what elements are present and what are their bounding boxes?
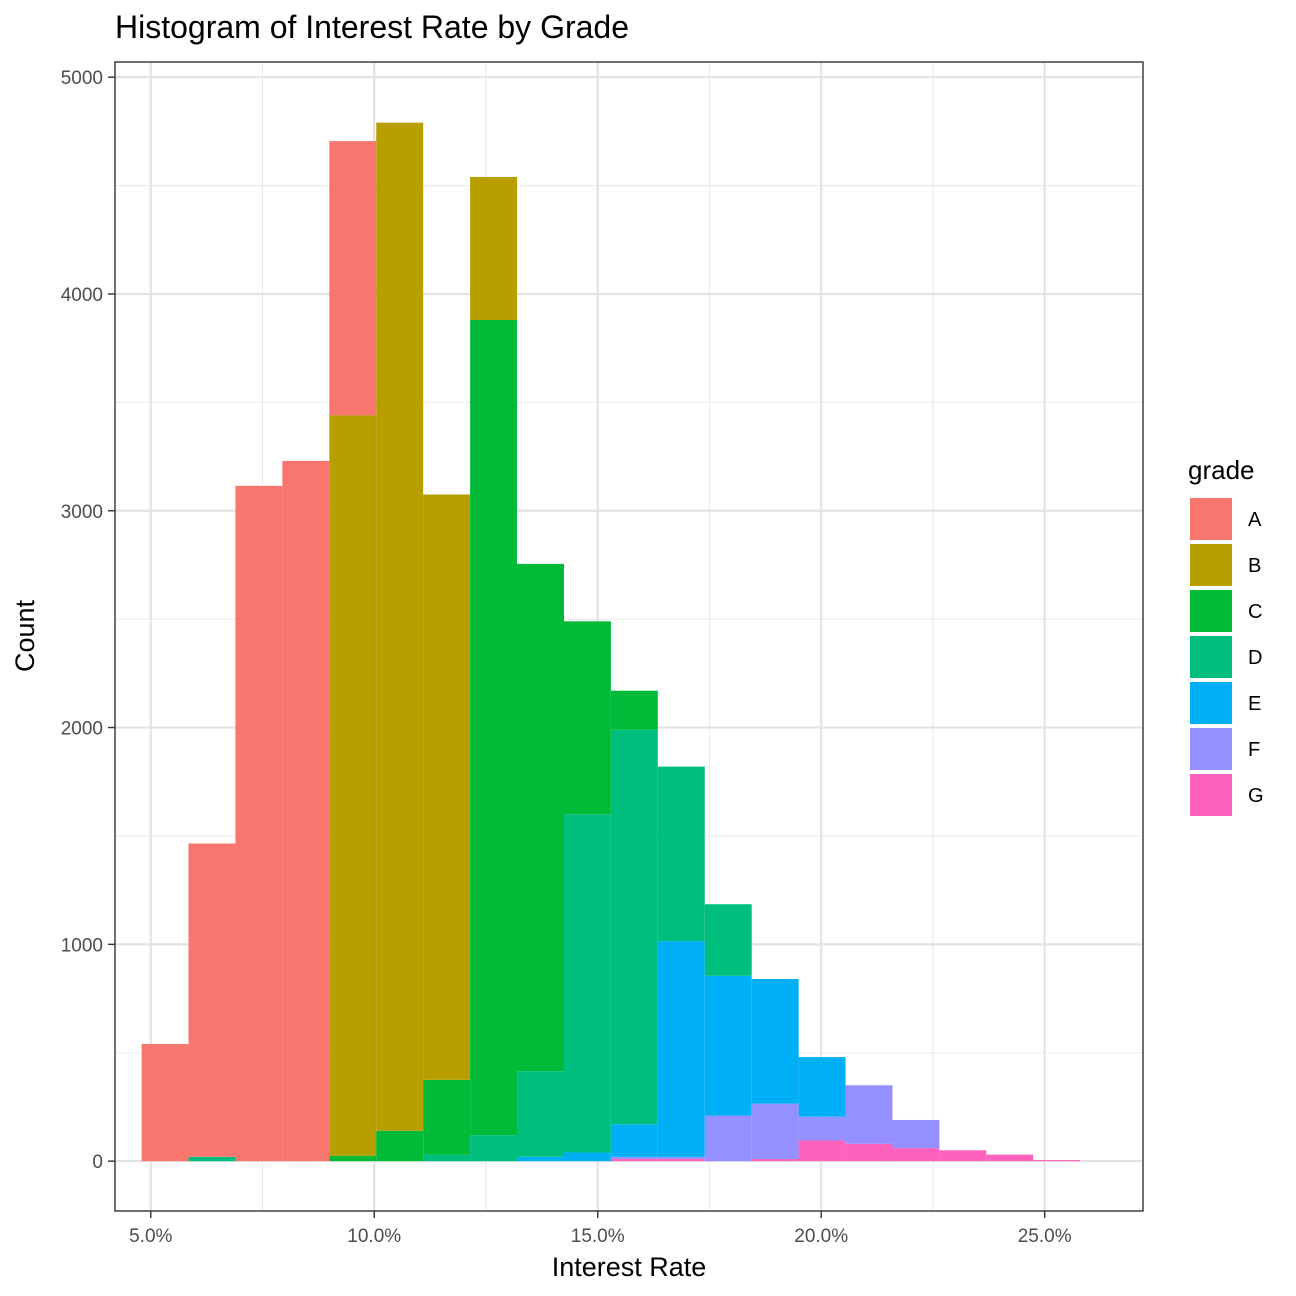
bar-grade-e-bin-10 [610,1124,658,1157]
bar-grade-a-bin-1 [188,843,236,1157]
bar-grade-g-bin-17 [939,1150,987,1162]
legend-label-d: D [1248,647,1262,669]
bar-grade-d-bin-10 [610,729,658,1125]
bar-grade-c-bin-10 [610,690,658,730]
x-tick-label: 10.0% [347,1226,401,1247]
bar-grade-g-bin-14 [798,1140,846,1162]
x-tick-label: 15.0% [571,1226,625,1247]
bar-grade-e-bin-14 [798,1057,846,1117]
bar-grade-e-bin-8 [517,1156,564,1162]
bar-grade-f-bin-12 [704,1115,752,1162]
y-tick-label: 0 [92,1152,103,1173]
bar-grade-f-bin-10 [610,1156,658,1159]
bar-grade-e-bin-11 [657,941,705,1157]
bar-grade-g-bin-18 [986,1154,1034,1162]
bar-grade-c-bin-6 [423,1079,471,1155]
legend-title: grade [1188,455,1255,485]
bar-grade-d-bin-6 [423,1154,471,1162]
bar-grade-b-bin-6 [423,494,471,1080]
legend-label-b: B [1248,555,1261,577]
legend-key-d [1190,636,1232,678]
legend: grade A B C D E F G [1188,455,1264,816]
bar-grade-c-bin-8 [517,563,564,1072]
x-tick-label: 5.0% [129,1226,172,1247]
bar-grade-g-bin-16 [892,1148,940,1162]
bar-grade-g-bin-15 [845,1143,893,1162]
legend-label-f: F [1248,739,1260,761]
bar-grade-e-bin-13 [751,979,799,1104]
bar-grade-g-bin-11 [657,1158,705,1162]
bar-grade-a-bin-2 [235,485,283,1162]
legend-label-g: G [1248,785,1264,807]
legend-key-g [1190,774,1232,816]
y-tick-label: 1000 [61,935,103,956]
legend-label-c: C [1248,601,1262,623]
bar-grade-e-bin-12 [704,975,752,1116]
bar-grade-c-bin-9 [563,621,611,815]
bar-grade-d-bin-8 [517,1071,564,1157]
panel-border [114,61,1144,1212]
bar-grade-f-bin-11 [657,1156,705,1159]
bar-grade-a-bin-4 [329,141,377,416]
y-tick-label: 5000 [61,68,103,89]
bar-grade-a-bin-3 [282,460,330,1162]
legend-key-f [1190,728,1232,770]
bar-grade-f-bin-16 [892,1119,940,1149]
bar-grade-e-bin-9 [563,1152,611,1162]
histogram-bars [141,122,1081,1162]
x-tick-label: 20.0% [794,1226,848,1247]
y-axis-title: Count [10,599,40,672]
legend-key-b [1190,544,1232,586]
bar-grade-b-bin-5 [376,122,424,1131]
legend-key-e [1190,682,1232,724]
bar-grade-f-bin-15 [845,1085,893,1144]
bar-grade-d-bin-7 [470,1135,518,1162]
bar-grade-a-bin-0 [141,1044,189,1162]
y-tick-label: 2000 [61,719,103,740]
bar-grade-d-bin-9 [563,814,611,1153]
bar-grade-c-bin-7 [470,319,518,1136]
bar-grade-g-bin-10 [610,1158,658,1162]
x-axis-ticks: 5.0% 10.0% 15.0% 20.0% 25.0% [129,1211,1072,1247]
x-axis-title: Interest Rate [552,1252,707,1282]
bar-grade-d-bin-12 [704,904,752,976]
x-tick-label: 25.0% [1018,1226,1072,1247]
chart-title: Histogram of Interest Rate by Grade [115,9,629,45]
bar-grade-d-bin-11 [657,766,705,942]
y-axis-ticks: 0 1000 2000 3000 4000 5000 [61,68,115,1173]
legend-key-a [1190,498,1232,540]
legend-label-a: A [1248,509,1262,531]
bar-grade-c-bin-4 [329,1155,377,1162]
y-tick-label: 4000 [61,285,103,306]
legend-label-e: E [1248,693,1261,715]
bar-grade-g-bin-13 [751,1158,799,1162]
legend-key-c [1190,590,1232,632]
bar-grade-f-bin-14 [798,1116,846,1141]
bar-grade-b-bin-4 [329,415,377,1156]
bar-grade-g-bin-19 [1033,1160,1081,1162]
bar-grade-d-bin-1 [188,1156,236,1162]
y-tick-label: 3000 [61,502,103,523]
bar-grade-b-bin-7 [470,176,518,320]
bar-grade-c-bin-5 [376,1130,424,1162]
bar-grade-f-bin-13 [751,1103,799,1159]
